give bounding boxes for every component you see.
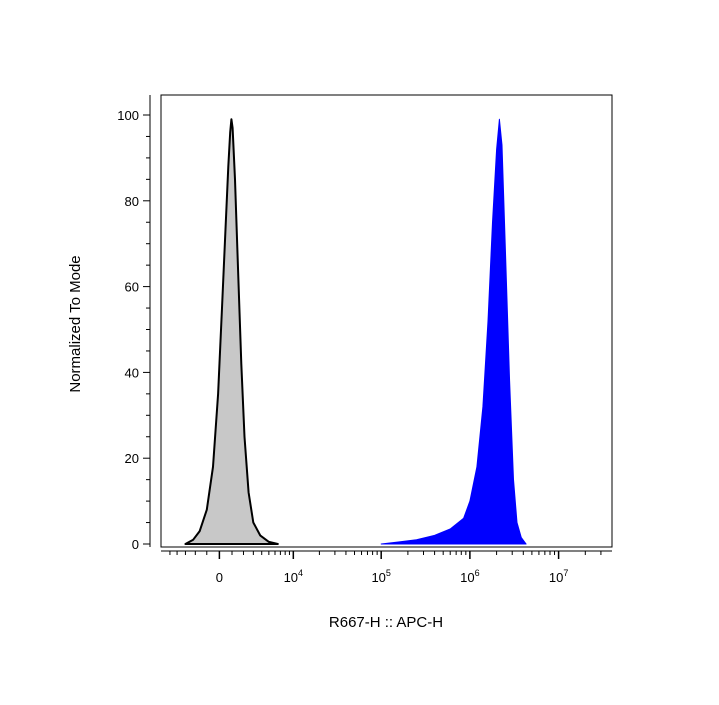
- y-tick-label: 80: [125, 194, 139, 209]
- y-axis: 0 20 40 60 80 100: [117, 95, 151, 552]
- y-tick-label: 20: [125, 451, 139, 466]
- series-1-area: [184, 118, 279, 545]
- x-tick-label: 106: [460, 568, 479, 585]
- series-2-area: [380, 118, 527, 545]
- y-tick-label: 40: [125, 365, 139, 380]
- y-tick-label: 0: [132, 537, 139, 552]
- x-tick-label: 105: [371, 568, 390, 585]
- x-tick-label: 107: [549, 568, 568, 585]
- x-tick-label: 104: [284, 568, 303, 585]
- y-tick-label: 60: [125, 280, 139, 295]
- x-axis: 0 104 105 106 107: [161, 550, 612, 585]
- y-tick-label: 100: [117, 108, 139, 123]
- x-axis-label: R667-H :: APC-H: [329, 614, 443, 631]
- x-tick-label: 0: [216, 570, 223, 585]
- y-axis-label: Normalized To Mode: [67, 255, 84, 392]
- series-layer: [184, 118, 527, 545]
- plot-frame: [160, 94, 613, 548]
